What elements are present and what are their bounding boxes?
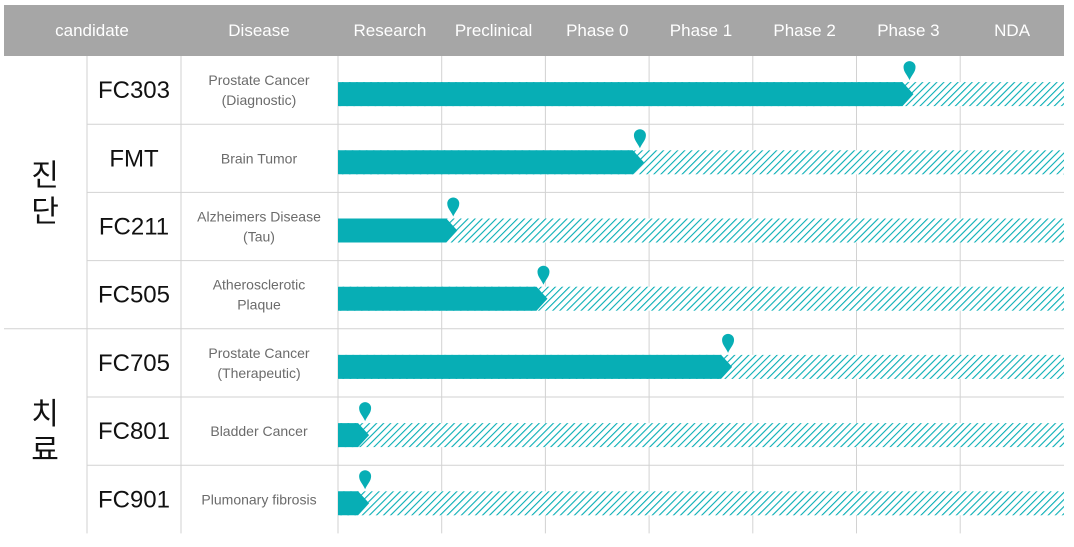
disease-name: Alzheimers Disease (Tau) <box>197 209 321 245</box>
stage-header-phase-1: Phase 1 <box>670 21 732 40</box>
header-candidate: candidate <box>55 21 129 40</box>
candidate-name: FC705 <box>98 350 170 377</box>
progress-bar <box>338 82 914 107</box>
progress-bar <box>338 286 548 311</box>
progress-bar <box>338 150 644 175</box>
pipeline-row: FC901 Plumonary fibrosis <box>98 470 1064 516</box>
progress-marker-icon <box>359 402 372 422</box>
disease-name: Prostate Cancer (Diagnostic) <box>208 72 309 108</box>
disease-name: Brain Tumor <box>221 150 298 166</box>
progress-bar <box>338 423 370 448</box>
progress-marker-icon <box>903 61 916 81</box>
remaining-track <box>338 423 1064 448</box>
stage-headers: Research Preclinical Phase 0 Phase 1 Phase 2… <box>354 21 1031 40</box>
progress-bar <box>338 354 733 379</box>
stage-header-phase-3: Phase 3 <box>877 21 939 40</box>
stage-header-phase-0: Phase 0 <box>566 21 628 40</box>
candidate-name: FC211 <box>99 214 169 241</box>
remaining-track <box>338 218 1064 243</box>
disease-name: Plumonary fibrosis <box>201 491 316 507</box>
stage-header-phase-2: Phase 2 <box>773 21 835 40</box>
progress-marker-icon <box>447 197 460 217</box>
candidate-name: FC303 <box>98 77 170 104</box>
disease-name: Prostate Cancer (Therapeutic) <box>208 345 309 381</box>
pipeline-row: FC705 Prostate Cancer (Therapeutic) <box>98 333 1064 381</box>
progress-marker-icon <box>359 470 372 490</box>
stage-header-preclinical: Preclinical <box>455 21 532 40</box>
category-groups: 진 단치 료 <box>31 158 59 468</box>
grid-lines <box>4 56 1064 534</box>
candidate-name: FC901 <box>98 486 170 513</box>
pipeline-row: FMT Brain Tumor <box>109 129 1064 175</box>
disease-name: Bladder Cancer <box>210 423 308 439</box>
pipeline-rows: FC303 Prostate Cancer (Diagnostic) FMT Brain… <box>98 61 1064 516</box>
stage-header-nda: NDA <box>994 21 1031 40</box>
pipeline-row: FC505 Atherosclerotic Plaque <box>98 265 1064 313</box>
progress-bar <box>338 491 370 516</box>
progress-marker-icon <box>722 333 735 353</box>
header-bar <box>4 5 1064 56</box>
header-disease: Disease <box>228 21 289 40</box>
progress-marker-icon <box>633 129 646 149</box>
candidate-name: FC801 <box>98 418 170 445</box>
disease-name: Atherosclerotic Plaque <box>213 277 306 313</box>
progress-marker-icon <box>537 265 550 285</box>
pipeline-row: FC303 Prostate Cancer (Diagnostic) <box>98 61 1064 108</box>
remaining-track <box>338 491 1064 516</box>
progress-bar <box>338 218 458 243</box>
pipeline-row: FC801 Bladder Cancer <box>98 402 1064 448</box>
stage-header-research: Research <box>354 21 427 40</box>
pipeline-row: FC211 Alzheimers Disease (Tau) <box>99 197 1064 245</box>
candidate-name: FMT <box>109 145 159 172</box>
candidate-name: FC505 <box>98 282 170 309</box>
